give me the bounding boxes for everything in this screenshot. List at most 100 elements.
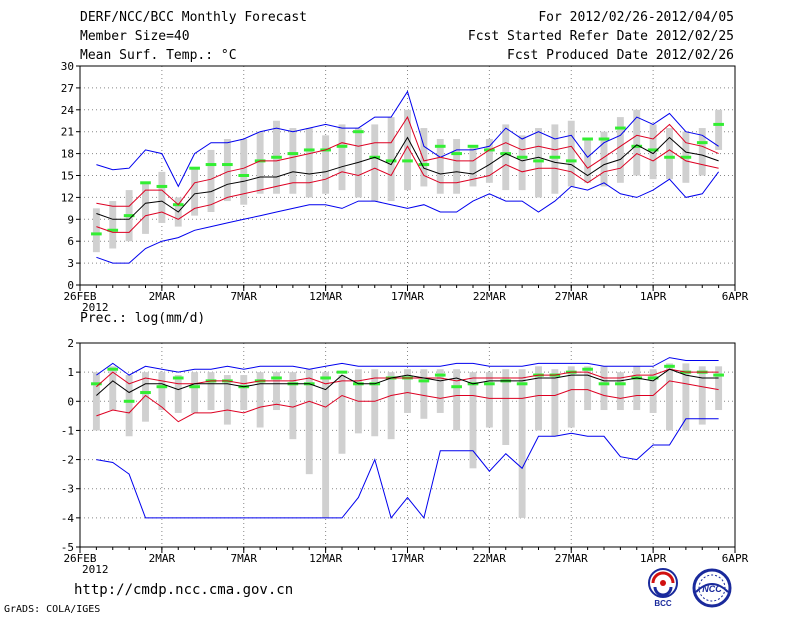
temp-median-tick: [123, 214, 135, 218]
temperature-variable-label: Mean Surf. Temp.: °C: [80, 48, 237, 63]
temp-x-tick-label: 27MAR: [555, 290, 588, 303]
prec-median-tick: [647, 376, 659, 380]
temp-median-tick: [418, 163, 430, 167]
temp-x-tick-label: 2MAR: [149, 290, 176, 303]
temp-y-tick-label: 18: [61, 148, 74, 161]
temp-median-tick: [91, 232, 102, 236]
source-url: http://cmdp.ncc.cma.gov.cn: [74, 582, 294, 598]
prec-spread-bar: [682, 363, 690, 431]
temp-median-tick: [664, 155, 675, 159]
temp-x-year-label: 2012: [82, 301, 109, 314]
temp-spread-bar: [453, 139, 461, 194]
temp-spread-bar: [289, 128, 297, 194]
prec-spread-bar: [404, 369, 411, 413]
prec-median-tick: [91, 382, 102, 386]
temp-x-tick-label: 22MAR: [473, 290, 506, 303]
temp-median-tick: [647, 148, 659, 152]
prec-spread-bar: [584, 366, 592, 411]
ncc-logo-text: NCC: [702, 584, 722, 594]
forecast-period-label: For 2012/02/26-2012/04/05: [538, 10, 734, 25]
temp-spread-bar: [715, 109, 723, 150]
prec-y-tick-label: 2: [67, 337, 74, 350]
prec-spread-bar: [502, 369, 510, 445]
temp-x-tick-label: 7MAR: [231, 290, 258, 303]
prec-spread-bar: [535, 366, 542, 431]
chart-title: DERF/NCC/BCC Monthly Forecast: [80, 10, 307, 25]
prec-median-tick: [107, 367, 119, 371]
temp-median-tick: [467, 144, 479, 148]
prec-spread-bar: [158, 372, 166, 411]
temp-spread-bar: [191, 168, 199, 216]
prec-spread-bar: [567, 366, 575, 428]
prec-spread-bar: [289, 372, 297, 440]
prec-x-tick-label: 6APR: [722, 552, 749, 565]
prec-median-tick: [598, 382, 610, 386]
temp-median-tick: [434, 144, 446, 148]
prec-spread-bar: [338, 375, 346, 454]
prec-y-tick-label: 0: [67, 395, 74, 408]
temp-y-tick-label: 6: [67, 235, 74, 248]
member-size-label: Member Size=40: [80, 29, 190, 44]
temp-y-tick-label: 27: [61, 82, 74, 95]
prec-spread-bar: [649, 369, 657, 413]
temp-y-tick-label: 24: [61, 104, 75, 117]
prec-spread-bar: [436, 369, 444, 413]
temp-spread-bar: [158, 171, 166, 223]
temp-median-tick: [598, 137, 610, 141]
prec-spread-bar: [322, 372, 330, 518]
temp-median-tick: [582, 137, 593, 141]
temp-x-tick-label: 17MAR: [391, 290, 424, 303]
temp-lower-line: [96, 145, 719, 233]
bcc-logo: BCC: [648, 568, 678, 608]
temp-x-tick-label: 6APR: [722, 290, 749, 303]
prec-spread-bar: [600, 366, 608, 411]
temp-x-tick-label: 12MAR: [309, 290, 342, 303]
temp-median-tick: [287, 152, 299, 156]
prec-median-tick: [664, 364, 675, 368]
temp-y-tick-label: 9: [67, 213, 74, 226]
prec-median-tick: [156, 385, 168, 389]
prec-x-tick-label: 17MAR: [391, 552, 424, 565]
temp-spread-bar: [256, 131, 264, 194]
prec-median-tick: [189, 385, 200, 389]
temp-spread-bar: [305, 128, 313, 198]
prec-median-tick: [172, 376, 184, 380]
prec-x-tick-label: 2MAR: [149, 552, 176, 565]
prec-median-tick: [418, 379, 430, 383]
prec-spread-bar: [305, 369, 313, 475]
prec-x-tick-label: 27MAR: [555, 552, 588, 565]
temp-spread-bar: [616, 117, 624, 183]
prec-y-tick-label: 1: [67, 366, 74, 379]
prec-mean-line: [96, 368, 719, 396]
temp-spread-bar: [371, 124, 379, 202]
temp-spread-bar: [633, 109, 641, 176]
temp-spread-bar: [142, 182, 149, 234]
temp-spread-bar: [207, 149, 215, 212]
temp-median-tick: [680, 155, 692, 159]
prec-y-tick-label: -3: [61, 483, 74, 496]
temp-y-tick-label: 0: [67, 279, 74, 292]
temp-spread-bar: [469, 146, 477, 187]
prec-y-tick-label: -5: [61, 541, 74, 554]
temp-median-tick: [385, 159, 397, 163]
prec-spread-bar: [469, 372, 477, 469]
temp-median-tick: [402, 159, 413, 163]
temp-spread-bar: [584, 139, 592, 183]
prec-x-year-label: 2012: [82, 563, 109, 576]
prec-median-tick: [434, 373, 446, 377]
prec-spread-bar: [420, 369, 428, 419]
prec-x-tick-label: 7MAR: [231, 552, 258, 565]
temp-median-tick: [303, 148, 315, 152]
prec-min-line: [96, 418, 719, 520]
prec-spread-bar: [453, 369, 461, 431]
temp-spread-bar: [436, 139, 444, 194]
temp-median-tick: [713, 122, 724, 126]
temp-spread-bar: [387, 117, 395, 202]
temp-spread-bar: [535, 128, 542, 198]
prec-median-tick: [484, 382, 495, 386]
prec-spread-bar: [551, 369, 559, 437]
prec-spread-bar: [109, 366, 117, 411]
prec-median-tick: [320, 376, 331, 380]
prec-median-tick: [140, 391, 151, 395]
prec-x-tick-label: 1APR: [640, 552, 667, 565]
